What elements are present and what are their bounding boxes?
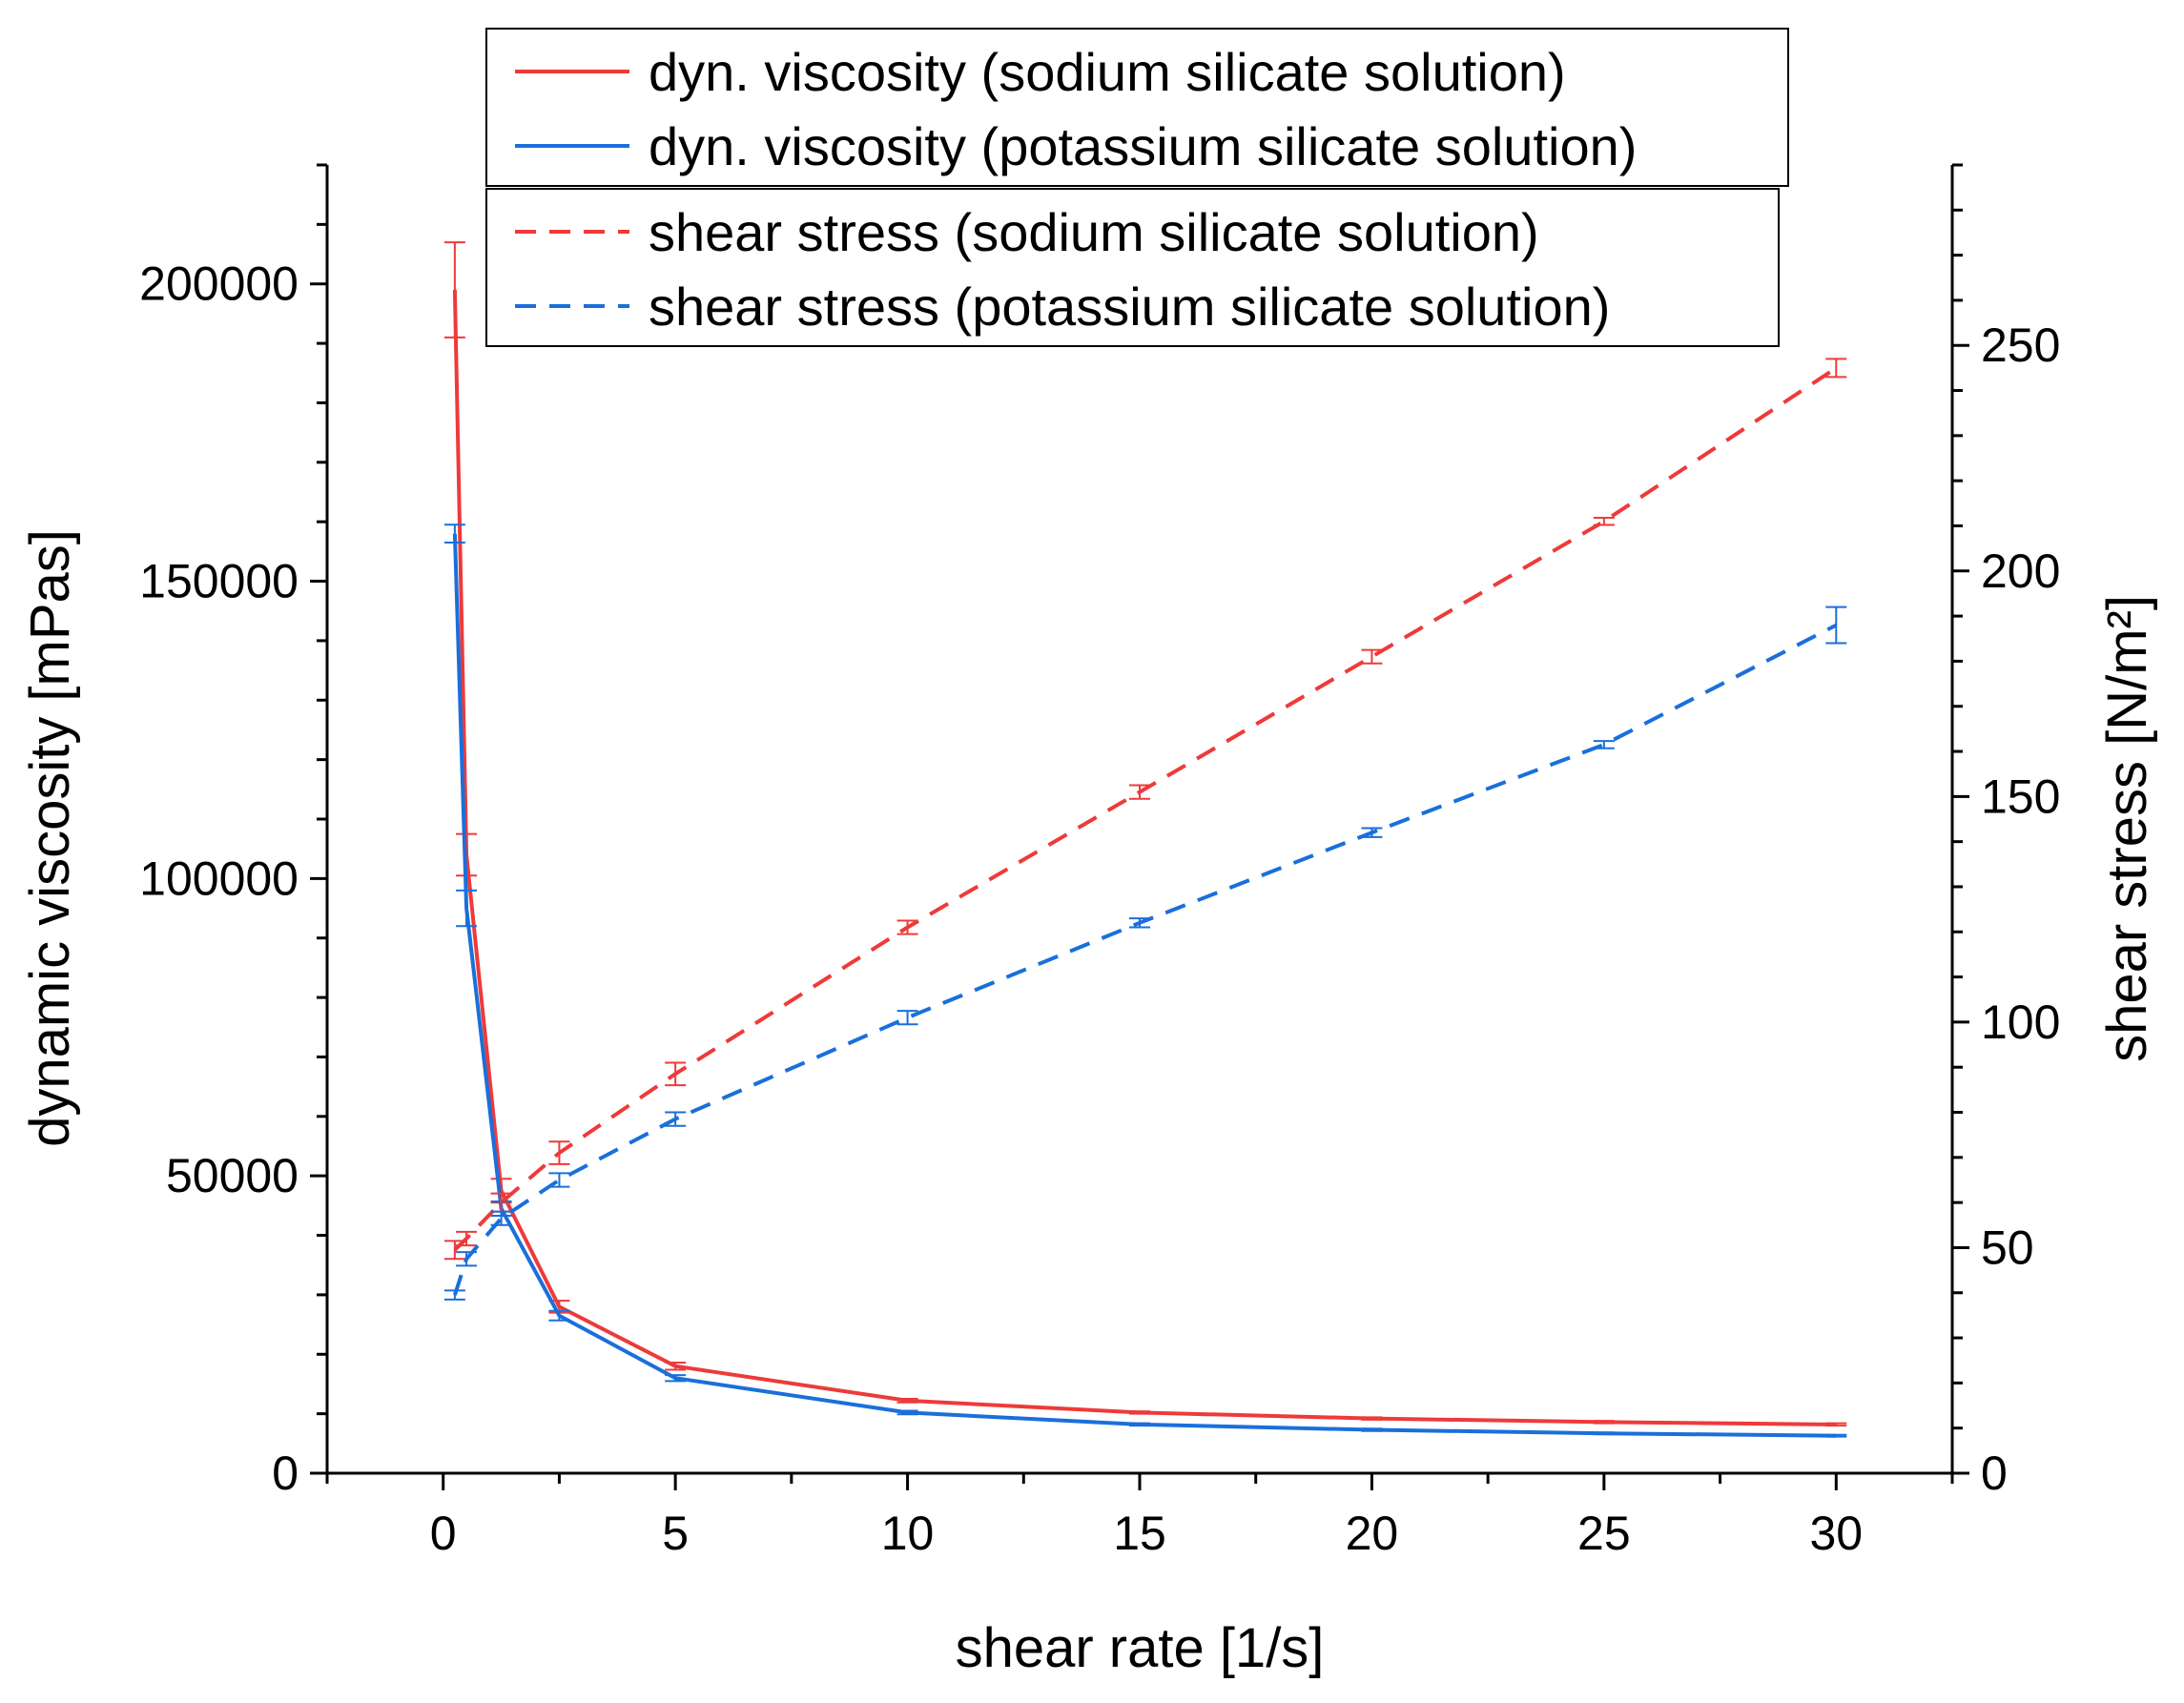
x-tick-label: 15	[1113, 1507, 1166, 1560]
y-left-tick-label: 50000	[166, 1149, 299, 1202]
series-1	[444, 524, 1846, 1436]
x-tick-label: 10	[881, 1507, 935, 1560]
error-bar	[548, 1141, 569, 1164]
x-tick-label: 20	[1346, 1507, 1399, 1560]
x-tick-label: 5	[662, 1507, 689, 1560]
y-left-tick-label: 150000	[139, 555, 299, 608]
series-2	[444, 359, 1846, 1259]
y-right-tick-label: 100	[1981, 995, 2060, 1049]
error-bar	[1825, 1435, 1846, 1437]
y-left-tick-label: 0	[272, 1447, 299, 1500]
legend: dyn. viscosity (sodium silicate solution…	[486, 29, 1788, 346]
series-line-3	[455, 626, 1836, 1296]
y-right-tick-label: 200	[1981, 544, 2060, 598]
y-left-axis-title: dynamic viscosity [mPas]	[19, 529, 81, 1147]
series-3	[444, 607, 1846, 1300]
y-left-tick-label: 200000	[139, 257, 299, 311]
y-right-axis-title: shear stress [N/m²]	[2096, 595, 2158, 1062]
legend-box-0: dyn. viscosity (sodium silicate solution…	[486, 29, 1788, 186]
axes-layer: 0 5 10 15 20 25 30 0 50000 100000 150000 200000 0 50 1…	[19, 165, 2158, 1679]
legend-entry: shear stress (potassium silicate solutio…	[649, 277, 1610, 337]
y-right-tick-label: 250	[1981, 318, 2060, 372]
legend-box-1: shear stress (sodium silicate solution) s…	[486, 189, 1779, 346]
series-layer	[444, 242, 1846, 1437]
error-bar	[444, 524, 465, 543]
error-bar	[1594, 1432, 1615, 1434]
legend-entry: shear stress (sodium silicate solution)	[649, 202, 1539, 262]
series-line-2	[455, 368, 1836, 1250]
x-tick-label: 30	[1809, 1507, 1863, 1560]
error-bar	[665, 1062, 686, 1085]
error-bar	[444, 242, 465, 338]
x-axis-title: shear rate [1/s]	[956, 1617, 1325, 1679]
series-0	[444, 242, 1846, 1426]
y-right-tick-label: 150	[1981, 769, 2060, 823]
series-line-1	[455, 534, 1836, 1436]
series-line-0	[455, 290, 1836, 1425]
error-bar	[444, 1290, 465, 1299]
x-tick-label: 0	[430, 1507, 457, 1560]
error-bar	[1825, 607, 1846, 644]
y-left-tick-label: 100000	[139, 852, 299, 905]
x-tick-label: 25	[1577, 1507, 1631, 1560]
y-right-tick-label: 50	[1981, 1221, 2034, 1274]
y-right-tick-label: 0	[1981, 1447, 2008, 1500]
legend-entry: dyn. viscosity (potassium silicate solut…	[649, 116, 1637, 176]
legend-entry: dyn. viscosity (sodium silicate solution…	[649, 42, 1566, 102]
